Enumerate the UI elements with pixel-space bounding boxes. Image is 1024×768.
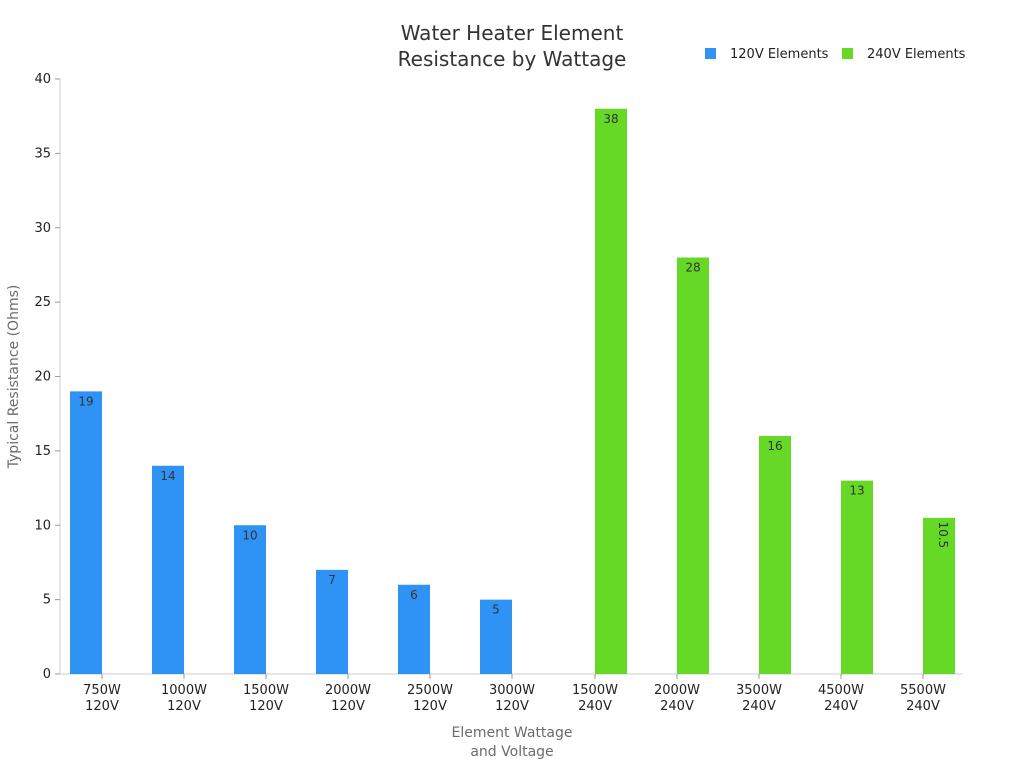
y-tick-label: 15 [34, 444, 51, 459]
legend-label: 240V Elements [867, 47, 966, 62]
chart-title-line: Resistance by Wattage [398, 47, 627, 71]
bar-data-label: 28 [685, 261, 700, 275]
y-tick-label: 30 [34, 221, 51, 236]
bar [759, 436, 791, 674]
x-tick-label: 240V [660, 699, 694, 714]
bar-data-label: 14 [160, 469, 175, 483]
bar [841, 480, 873, 674]
x-tick-label: 240V [578, 699, 612, 714]
chart-title-line: Water Heater Element [401, 21, 624, 45]
x-axis-title-line: and Voltage [470, 744, 553, 760]
y-tick-label: 10 [34, 518, 51, 533]
y-tick-label: 25 [34, 295, 51, 310]
bar [316, 569, 348, 674]
x-axis-title-line: Element Wattage [452, 725, 573, 741]
x-tick-label: 120V [167, 699, 201, 714]
bar-data-label: 13 [849, 484, 864, 498]
x-tick-label: 120V [249, 699, 283, 714]
x-tick-label: 4500W [818, 683, 864, 698]
x-tick-label: 120V [331, 699, 365, 714]
x-tick-label: 240V [906, 699, 940, 714]
x-tick-label: 120V [85, 699, 119, 714]
y-tick-label: 5 [43, 593, 51, 608]
y-axis-title: Typical Resistance (Ohms) [6, 285, 22, 470]
bar-data-label: 6 [410, 588, 418, 602]
bar [152, 465, 184, 674]
y-tick-label: 20 [34, 370, 51, 385]
bar-data-label: 10 [242, 528, 257, 542]
x-tick-label: 2500W [407, 683, 453, 698]
legend-swatch [842, 48, 853, 59]
bar [398, 584, 430, 674]
x-tick-label: 750W [83, 683, 121, 698]
bar-data-label: 7 [328, 573, 336, 587]
x-tick-label: 240V [742, 699, 776, 714]
x-tick-label: 5500W [900, 683, 946, 698]
x-tick-label: 1500W [243, 683, 289, 698]
x-tick-label: 1500W [572, 683, 618, 698]
y-tick-label: 0 [43, 667, 51, 682]
bar-data-label: 38 [603, 112, 618, 126]
y-tick-label: 35 [34, 146, 51, 161]
bar [677, 257, 709, 674]
x-tick-label: 1000W [161, 683, 207, 698]
legend-label: 120V Elements [730, 47, 829, 62]
bar [70, 391, 102, 674]
x-tick-label: 120V [495, 699, 529, 714]
y-tick-label: 40 [34, 72, 51, 87]
bar-data-label: 5 [492, 603, 500, 617]
bar [480, 599, 512, 674]
bar-data-label: 19 [78, 394, 93, 408]
x-tick-label: 3000W [489, 683, 535, 698]
legend-swatch [705, 48, 716, 59]
x-tick-label: 120V [413, 699, 447, 714]
bar-data-label: 16 [767, 439, 782, 453]
x-tick-label: 2000W [654, 683, 700, 698]
x-tick-label: 240V [824, 699, 858, 714]
bar [234, 525, 266, 674]
bar-data-label: 10.5 [936, 521, 950, 548]
x-tick-label: 2000W [325, 683, 371, 698]
bar [923, 517, 955, 674]
bar [595, 108, 627, 674]
x-tick-label: 3500W [736, 683, 782, 698]
